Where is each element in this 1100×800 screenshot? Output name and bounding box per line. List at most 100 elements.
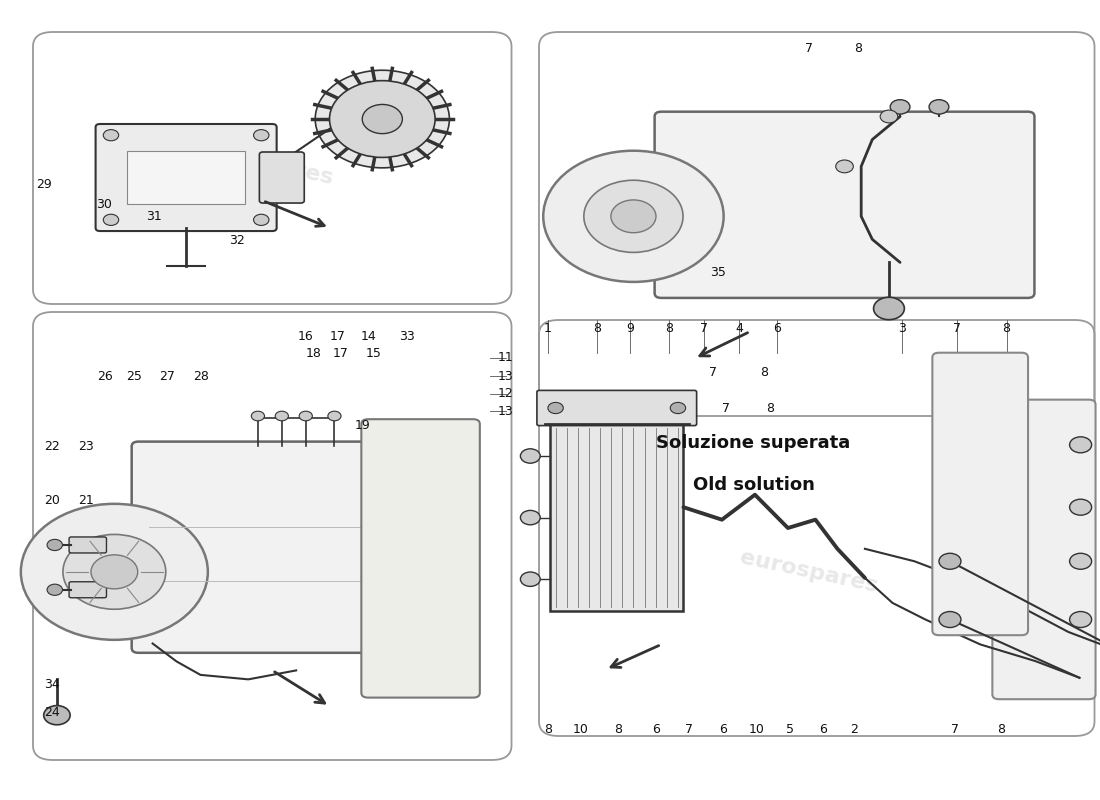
- Text: 8: 8: [664, 322, 673, 334]
- Text: 24: 24: [44, 706, 59, 718]
- Text: 8: 8: [543, 723, 552, 736]
- Circle shape: [275, 411, 288, 421]
- FancyBboxPatch shape: [654, 112, 1034, 298]
- Text: 7: 7: [950, 723, 959, 736]
- Text: 7: 7: [708, 366, 717, 378]
- Circle shape: [251, 411, 264, 421]
- Text: 6: 6: [772, 322, 781, 334]
- FancyBboxPatch shape: [132, 442, 471, 653]
- Text: 8: 8: [614, 723, 623, 736]
- FancyBboxPatch shape: [96, 124, 277, 231]
- Circle shape: [63, 534, 166, 610]
- FancyBboxPatch shape: [69, 537, 107, 553]
- Circle shape: [873, 298, 904, 320]
- Circle shape: [670, 402, 685, 414]
- Circle shape: [1069, 437, 1091, 453]
- Text: 7: 7: [700, 322, 708, 334]
- Circle shape: [362, 105, 403, 134]
- Text: 14: 14: [361, 330, 376, 342]
- Text: 2: 2: [849, 723, 858, 736]
- Circle shape: [103, 130, 119, 141]
- Text: 11: 11: [498, 351, 514, 364]
- Text: eurospares: eurospares: [192, 511, 336, 561]
- Text: 18: 18: [306, 347, 321, 360]
- Circle shape: [103, 214, 119, 226]
- Text: 6: 6: [718, 723, 727, 736]
- Text: 6: 6: [818, 723, 827, 736]
- Circle shape: [328, 411, 341, 421]
- Text: 9: 9: [626, 322, 635, 334]
- Text: 26: 26: [97, 370, 112, 382]
- Text: 13: 13: [498, 405, 514, 418]
- Circle shape: [330, 81, 436, 158]
- Text: 34: 34: [44, 678, 59, 690]
- Text: 8: 8: [854, 42, 862, 54]
- Text: 32: 32: [229, 234, 244, 246]
- Circle shape: [548, 402, 563, 414]
- Circle shape: [520, 449, 540, 463]
- FancyBboxPatch shape: [550, 424, 683, 611]
- Text: 25: 25: [126, 370, 142, 382]
- Text: 27: 27: [160, 370, 175, 382]
- Circle shape: [47, 539, 63, 550]
- Text: 16: 16: [298, 330, 314, 342]
- Text: 5: 5: [785, 723, 794, 736]
- FancyBboxPatch shape: [537, 390, 696, 426]
- Text: 6: 6: [651, 723, 660, 736]
- Text: 3: 3: [898, 322, 906, 334]
- Circle shape: [880, 110, 898, 123]
- FancyBboxPatch shape: [361, 419, 480, 698]
- Circle shape: [316, 70, 450, 168]
- FancyBboxPatch shape: [992, 400, 1096, 699]
- Text: Soluzione superata: Soluzione superata: [657, 434, 850, 452]
- Text: eurospares: eurospares: [192, 139, 336, 189]
- Circle shape: [610, 200, 656, 233]
- Text: 8: 8: [766, 402, 774, 414]
- Text: 7: 7: [953, 322, 961, 334]
- Circle shape: [1069, 611, 1091, 627]
- Text: 30: 30: [97, 198, 112, 210]
- FancyBboxPatch shape: [933, 353, 1028, 635]
- Text: 35: 35: [711, 266, 726, 278]
- Text: 20: 20: [44, 494, 59, 506]
- Text: 7: 7: [804, 42, 813, 54]
- Text: 17: 17: [330, 330, 345, 342]
- Circle shape: [299, 411, 312, 421]
- Circle shape: [1069, 499, 1091, 515]
- Circle shape: [543, 150, 724, 282]
- Text: 4: 4: [735, 322, 744, 334]
- FancyBboxPatch shape: [260, 152, 305, 203]
- Text: 13: 13: [498, 370, 514, 382]
- Text: 10: 10: [573, 723, 588, 736]
- Circle shape: [44, 706, 70, 725]
- Text: Old solution: Old solution: [693, 476, 814, 494]
- Circle shape: [21, 504, 208, 640]
- Text: 29: 29: [36, 178, 52, 190]
- Circle shape: [520, 510, 540, 525]
- Text: 8: 8: [997, 723, 1005, 736]
- Circle shape: [930, 100, 949, 114]
- Circle shape: [939, 611, 961, 627]
- Text: 19: 19: [355, 419, 371, 432]
- Circle shape: [253, 214, 270, 226]
- Circle shape: [836, 160, 854, 173]
- Circle shape: [584, 180, 683, 253]
- Text: eurospares: eurospares: [737, 199, 880, 249]
- Circle shape: [890, 100, 910, 114]
- Text: 33: 33: [399, 330, 415, 342]
- Text: 22: 22: [44, 440, 59, 453]
- Text: 21: 21: [78, 494, 94, 506]
- Text: 7: 7: [722, 402, 730, 414]
- Text: 31: 31: [146, 210, 162, 222]
- Text: 10: 10: [749, 723, 764, 736]
- Text: 23: 23: [78, 440, 94, 453]
- Text: 7: 7: [684, 723, 693, 736]
- Circle shape: [939, 554, 961, 570]
- Text: 8: 8: [760, 366, 769, 378]
- Text: 8: 8: [593, 322, 602, 334]
- Text: 15: 15: [366, 347, 382, 360]
- Circle shape: [253, 130, 270, 141]
- Text: 12: 12: [498, 387, 514, 400]
- Circle shape: [91, 555, 138, 589]
- FancyBboxPatch shape: [128, 151, 245, 204]
